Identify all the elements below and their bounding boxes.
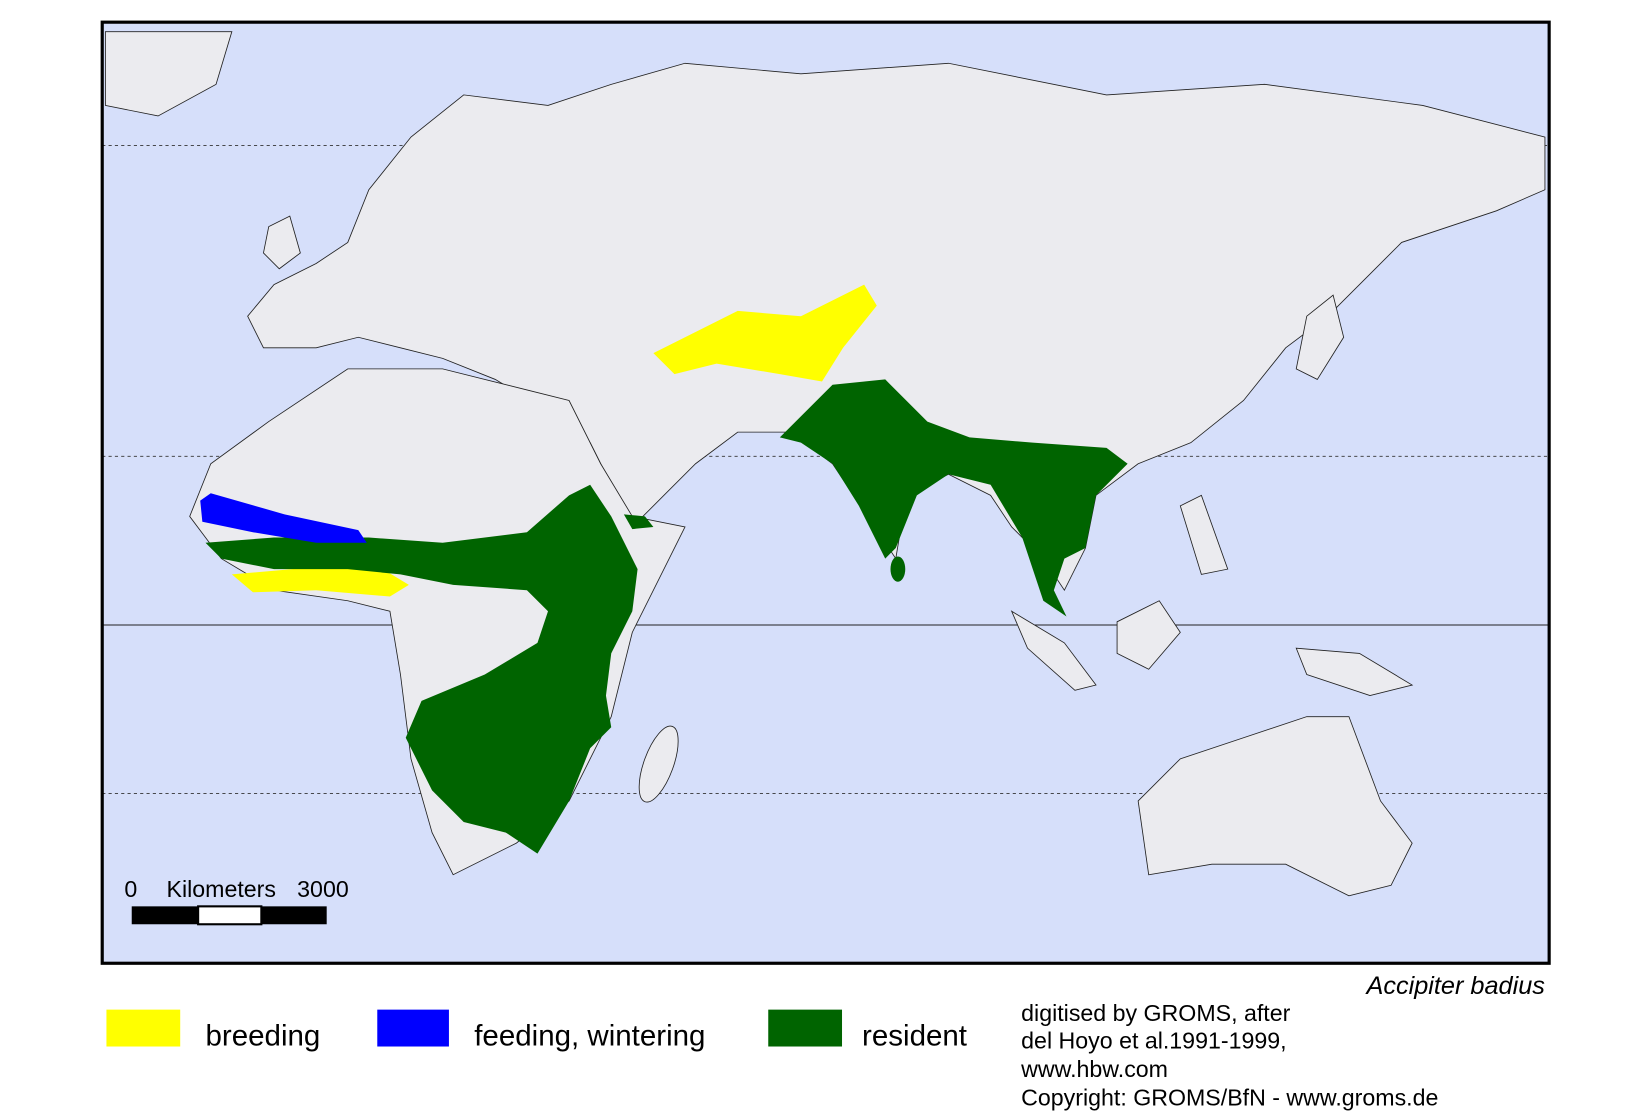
- range-feeding-wintering: [200, 493, 367, 543]
- scale-start: 0: [124, 876, 137, 902]
- range-breeding: [653, 284, 877, 382]
- legend: breeding feeding, wintering resident: [106, 1009, 967, 1052]
- credit-line: www.hbw.com: [1020, 1056, 1168, 1082]
- range-resident: [623, 514, 654, 530]
- frame-border: [100, 20, 1551, 965]
- legend-label: feeding, wintering: [474, 1019, 705, 1052]
- range-resident: [890, 556, 906, 582]
- legend-swatch: [106, 1009, 181, 1047]
- legend-swatch: [768, 1009, 843, 1047]
- scale-segment: [197, 905, 263, 926]
- new-guinea: [1295, 647, 1414, 697]
- credit-line: del Hoyo et al.1991-1999,: [1021, 1028, 1286, 1054]
- legend-label: breeding: [206, 1019, 321, 1052]
- madagascar: [638, 725, 679, 803]
- scale-segment: [261, 906, 327, 925]
- legend-label: resident: [862, 1019, 967, 1052]
- scale-unit: Kilometers: [167, 876, 276, 902]
- species-name: Accipiter badius: [1364, 972, 1545, 1000]
- australia: [1137, 716, 1413, 897]
- scale-end: 3000: [297, 876, 349, 902]
- range-resident: [779, 379, 1128, 617]
- greenland: [104, 31, 233, 117]
- borneo: [1116, 600, 1181, 670]
- credits: digitised by GROMS, after del Hoyo et al…: [1020, 1000, 1438, 1110]
- japan: [1295, 294, 1345, 380]
- legend-swatch: [377, 1009, 449, 1047]
- scale-bar: [131, 905, 327, 926]
- credit-line: digitised by GROMS, after: [1021, 1000, 1290, 1026]
- range-breeding: [231, 567, 409, 597]
- range-resident: [205, 484, 638, 854]
- indonesia: [1010, 610, 1097, 691]
- philippines: [1179, 494, 1229, 575]
- uk: [263, 215, 301, 270]
- scale-segment: [131, 906, 199, 925]
- map-frame: 0 Kilometers 3000: [100, 20, 1551, 965]
- credit-line: Copyright: GROMS/BfN - www.groms.de: [1021, 1085, 1438, 1111]
